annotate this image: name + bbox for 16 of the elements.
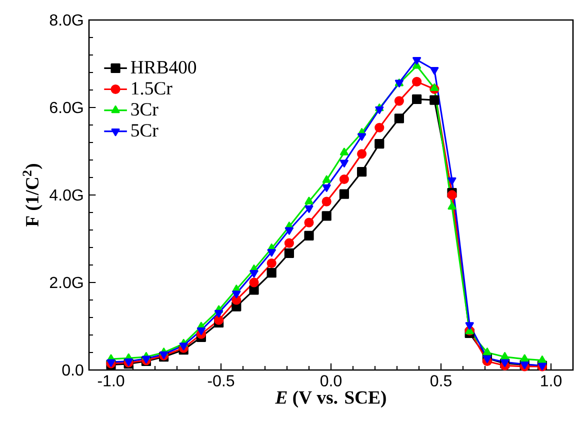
y-tick-label: 0.0: [62, 364, 84, 376]
y-tick-label: 2.0G: [50, 276, 83, 288]
y-tick-label: 6.0G: [50, 102, 83, 114]
x-tick-label: -0.5: [208, 375, 234, 386]
x-tick-label: -1.0: [98, 375, 124, 386]
x-axis-title: E (V vs. SCE): [275, 390, 386, 408]
legend-label: 1.5Cr: [132, 82, 172, 95]
legend-label: 3Cr: [131, 103, 158, 116]
legend-label: HRB400: [130, 60, 196, 74]
x-tick-label: 0.0: [320, 375, 342, 386]
x-tick-label: 0.5: [430, 375, 452, 386]
legend-label: 5Cr: [131, 124, 158, 137]
y-tick-label: 8.0G: [50, 14, 83, 26]
y-axis-title: F (1/C$^{2}$): [22, 164, 42, 227]
y-tick-label: 4.0G: [50, 189, 83, 201]
x-tick-label: 1.0: [541, 375, 562, 386]
